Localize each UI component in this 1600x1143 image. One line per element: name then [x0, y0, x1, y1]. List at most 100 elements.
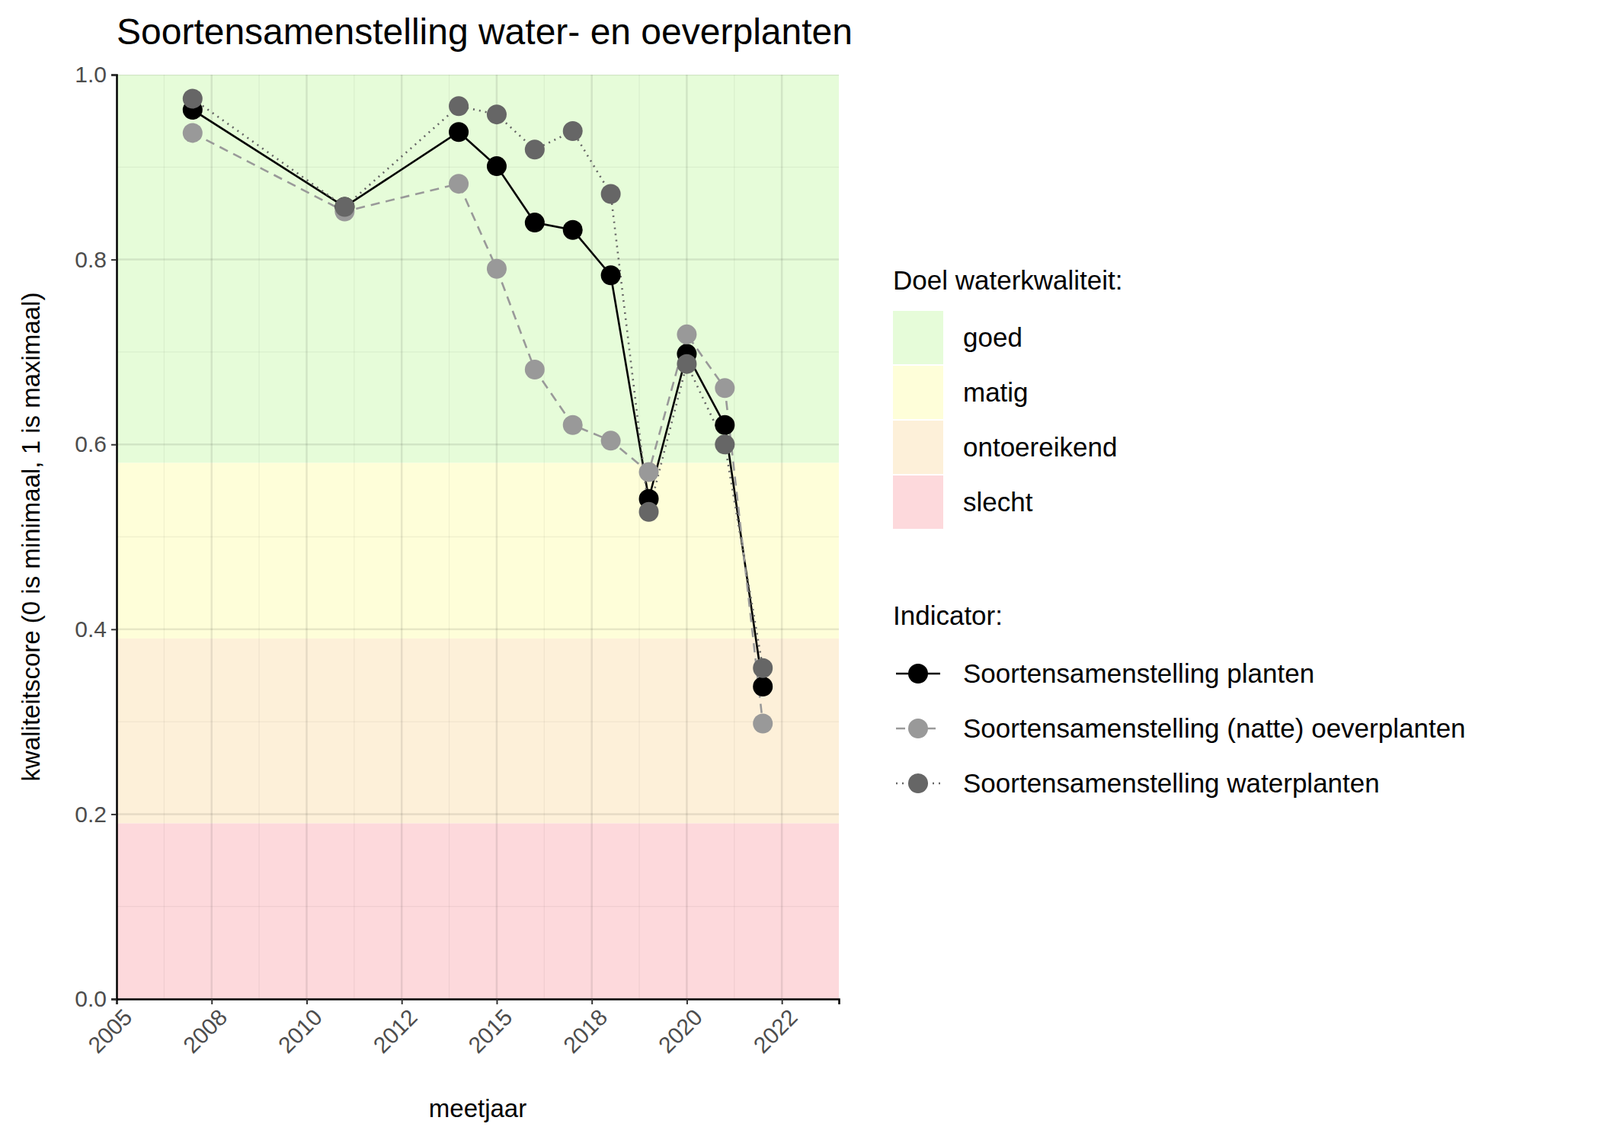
grid-line [116, 628, 839, 631]
legend-key [892, 420, 944, 474]
series-point [182, 89, 203, 109]
y-tick: 1.0 [74, 61, 117, 87]
legend-label: matig [963, 377, 1029, 407]
y-axis-title: kwaliteitscore (0 is minimaal, 1 is maxi… [16, 292, 45, 782]
legend-label: Soortensamenstelling waterplanten [963, 768, 1380, 798]
minor-grid-line [116, 351, 839, 352]
series-point [448, 96, 469, 116]
x-tick-mark [686, 998, 688, 1005]
y-tick-mark [111, 259, 117, 261]
x-tick-mark [401, 998, 404, 1005]
series-point [752, 676, 773, 697]
grid-line [305, 74, 308, 999]
legend-key [908, 718, 928, 739]
x-axis-line [117, 999, 840, 1005]
y-tick-mark [111, 74, 117, 77]
grid-line [685, 74, 688, 999]
series-point [752, 658, 773, 679]
chart-title: Soortensamenstelling water- en oeverplan… [116, 11, 853, 52]
series-point [714, 415, 735, 436]
legend-title: Doel waterkwaliteit: [892, 265, 1124, 295]
x-axis-title: meetjaar [428, 1094, 527, 1123]
legend-title: Indicator: [892, 600, 1003, 631]
series-point [639, 502, 660, 522]
series-point [448, 173, 469, 194]
series-point [524, 212, 545, 233]
series-point [601, 183, 621, 204]
series-point [448, 121, 469, 142]
x-tick-mark [781, 998, 784, 1005]
grid-line [116, 812, 839, 816]
series-point [563, 121, 583, 141]
x-axis: 20052008201020122015201820202022 [83, 998, 839, 1058]
legend-key [908, 663, 928, 684]
y-tick-mark [111, 444, 117, 446]
grid-line [590, 74, 593, 999]
y-tick-label: 0.4 [74, 616, 107, 642]
series-point [486, 259, 507, 279]
x-tick: 2010 [273, 998, 328, 1058]
series-point [486, 104, 507, 125]
legend-label: Soortensamenstelling planten [963, 658, 1315, 688]
x-tick-mark [591, 998, 593, 1005]
x-tick-label: 2018 [558, 1004, 613, 1059]
quality-band [116, 462, 839, 638]
series-point [182, 122, 203, 143]
y-tick: 0.4 [74, 616, 117, 642]
y-tick-label: 1.0 [74, 61, 107, 87]
legend-key [892, 365, 944, 420]
series-point [563, 415, 583, 436]
y-axis-line [111, 75, 118, 1000]
minor-grid-line [116, 905, 839, 907]
y-tick-mark [111, 813, 117, 816]
y-tick: 0.6 [74, 431, 117, 457]
grid-line [496, 74, 499, 999]
series-point [714, 434, 735, 455]
x-tick-mark [306, 998, 308, 1005]
series-point [563, 220, 583, 240]
legend-label: slecht [963, 486, 1034, 517]
legend-label: goed [963, 322, 1023, 352]
series-point [639, 462, 660, 483]
y-axis: 0.0 0.2 0.4 0.6 0.8 1.0 [74, 61, 117, 1012]
grid-line [210, 74, 213, 999]
series-point [524, 139, 545, 160]
legend-key [892, 310, 944, 365]
y-tick: 0.0 [74, 985, 117, 1012]
legend-label: ontoereikend [963, 432, 1117, 462]
x-tick-label: 2015 [463, 1004, 518, 1059]
x-tick: 2012 [368, 998, 423, 1058]
x-tick-label: 2010 [273, 1004, 328, 1059]
y-tick-label: 0.2 [74, 801, 107, 827]
x-tick-label: 2020 [653, 1004, 708, 1059]
x-tick-label: 2008 [178, 1004, 233, 1059]
legend-key [908, 773, 928, 794]
minor-grid-line [116, 536, 839, 538]
series-point [752, 713, 773, 734]
grid-line [116, 74, 839, 76]
legend-key [892, 475, 944, 529]
series-point [676, 354, 697, 375]
y-tick-label: 0.8 [74, 246, 107, 272]
series-line [192, 132, 763, 724]
grid-line [116, 258, 839, 261]
x-tick-mark [496, 998, 498, 1005]
series-point [334, 196, 355, 217]
series-point [676, 324, 697, 345]
legend-label: Soortensamenstelling (natte) oeverplante… [963, 713, 1466, 743]
x-tick-label: 2012 [368, 1004, 423, 1059]
x-tick: 2015 [463, 998, 518, 1058]
y-tick-mark [111, 628, 117, 631]
y-tick: 0.2 [74, 801, 117, 827]
grid-line [780, 74, 784, 999]
plot-area [116, 74, 839, 999]
series-point [601, 430, 621, 451]
minor-grid-line [116, 166, 839, 168]
x-tick: 2008 [178, 998, 233, 1058]
y-tick-label: 0.6 [74, 431, 107, 457]
series-point [714, 377, 735, 398]
x-tick: 2018 [558, 998, 613, 1058]
x-tick-label: 2022 [748, 1004, 803, 1059]
chart: 200520082010201220152018202020220.00.20.… [0, 0, 1600, 1143]
y-tick: 0.8 [74, 246, 117, 272]
